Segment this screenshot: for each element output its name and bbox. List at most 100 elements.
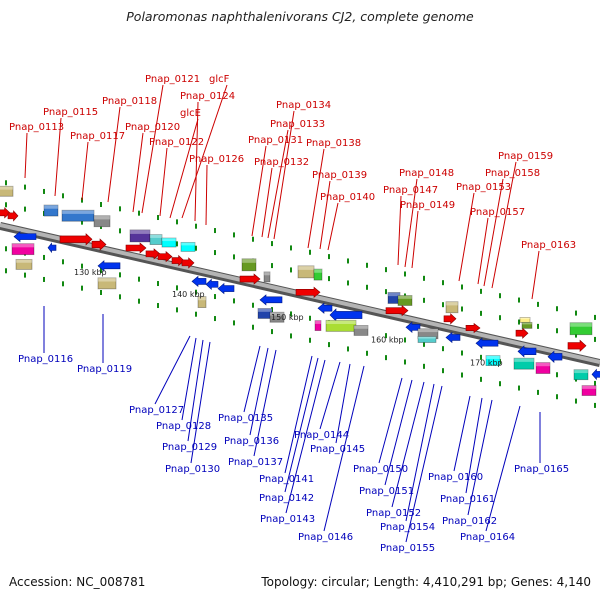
gene-shine: [570, 322, 592, 327]
gene-shine: [514, 358, 534, 362]
gene-label-pnap-0135: Pnap_0135: [218, 413, 273, 424]
top-label-leader: [477, 217, 489, 285]
gene-label-pnap-0124: Pnap_0124: [180, 91, 235, 102]
gene-block: [0, 185, 14, 197]
gene-label-pnap-0128: Pnap_0128: [156, 421, 211, 432]
gene-feature: [465, 322, 481, 334]
gene-feature: [443, 313, 457, 325]
gene-block: [263, 271, 271, 283]
gene-label-pnap-0161: Pnap_0161: [440, 494, 495, 505]
gene-feature: [93, 215, 111, 228]
gene-label-pnap-0146: Pnap_0146: [298, 532, 353, 543]
gene-block: [581, 385, 597, 396]
gene-shine: [315, 320, 321, 324]
gene-feature: [149, 234, 163, 245]
gene-feature: [517, 345, 537, 358]
gene-block: [417, 336, 437, 343]
top-label-leader: [404, 178, 418, 268]
forward-gene-arrow: [157, 250, 173, 263]
bottom-label-leader: [405, 383, 435, 522]
reverse-gene-arrow: [517, 345, 537, 358]
gene-feature: [263, 271, 271, 283]
gene-label-pnap-0130: Pnap_0130: [165, 464, 220, 475]
gene-feature: [197, 296, 207, 308]
gene-shine: [520, 317, 530, 320]
gene-feature: [313, 268, 323, 281]
gene-feature: [475, 337, 499, 349]
gene-label-pnap-0133: Pnap_0133: [270, 119, 325, 130]
gene-shine: [181, 242, 195, 246]
gene-label-pnap-0115: Pnap_0115: [43, 107, 98, 118]
gene-label-pnap-0163: Pnap_0163: [521, 240, 576, 251]
gene-label-pnap-0165: Pnap_0165: [514, 464, 569, 475]
gene-feature: [521, 321, 533, 329]
gene-shine: [398, 295, 412, 299]
gene-label-pnap-0147: Pnap_0147: [383, 185, 438, 196]
forward-gene-arrow: [515, 327, 529, 339]
gene-label-pnap-0131: Pnap_0131: [248, 135, 303, 146]
top-label-leader: [205, 164, 208, 226]
gene-label-glcf: glcF: [209, 74, 230, 85]
gene-feature: [47, 242, 57, 254]
gene-shine: [270, 312, 284, 316]
top-label-leader: [251, 145, 267, 237]
gene-shine: [12, 243, 34, 248]
top-label-leader: [169, 118, 199, 219]
gene-block: [269, 311, 285, 323]
gene-feature: [157, 250, 173, 263]
gene-shine: [354, 325, 368, 329]
gene-label-pnap-0121: Pnap_0121: [145, 74, 200, 85]
gene-label-pnap-0142: Pnap_0142: [259, 493, 314, 504]
gene-label-pnap-0137: Pnap_0137: [228, 457, 283, 468]
reverse-gene-arrow: [475, 337, 499, 349]
gene-block: [521, 321, 533, 329]
gene-feature: [329, 308, 363, 322]
gene-shine: [258, 308, 272, 312]
top-label-leader: [319, 180, 331, 250]
gene-label-pnap-0157: Pnap_0157: [470, 207, 525, 218]
gene-feature: [567, 339, 587, 352]
bottom-label-leader: [190, 341, 211, 464]
gene-label-pnap-0153: Pnap_0153: [456, 182, 511, 193]
gene-feature: [485, 355, 501, 366]
gene-block: [397, 295, 413, 306]
gene-label-pnap-0118: Pnap_0118: [102, 96, 157, 107]
forward-gene-arrow: [385, 305, 409, 317]
reverse-gene-arrow: [205, 278, 219, 291]
bottom-label-leader: [284, 357, 319, 493]
reverse-gene-arrow: [317, 302, 333, 314]
gene-shine: [486, 355, 500, 359]
gene-shine: [98, 277, 116, 282]
top-label-leader: [273, 110, 295, 240]
gene-feature: [573, 369, 589, 381]
gene-feature: [97, 277, 117, 290]
gene-shine: [536, 362, 550, 367]
forward-gene-arrow: [7, 210, 19, 222]
gene-feature: [180, 241, 196, 252]
gene-block: [161, 237, 177, 248]
bottom-label-leader: [243, 345, 261, 413]
gene-block: [11, 243, 35, 256]
gene-feature: [519, 317, 531, 323]
reverse-gene-arrow: [191, 275, 207, 288]
gene-feature: [15, 258, 33, 270]
gene-feature: [171, 254, 185, 267]
reverse-gene-arrow: [47, 242, 57, 254]
gene-feature: [61, 209, 95, 222]
forward-gene-arrow: [171, 254, 185, 267]
bottom-label-leader: [187, 339, 204, 442]
bottom-label-leader: [467, 399, 493, 516]
gene-label-pnap-0160: Pnap_0160: [428, 472, 483, 483]
bottom-label-leader: [181, 337, 197, 421]
gene-feature: [417, 336, 437, 343]
forward-gene-arrow: [295, 286, 321, 298]
gene-label-pnap-0145: Pnap_0145: [310, 444, 365, 455]
gene-shine: [150, 234, 162, 238]
gene-label-pnap-0116: Pnap_0116: [18, 354, 73, 365]
gene-block: [43, 204, 59, 217]
scale-label: 140 kbp: [172, 290, 205, 299]
gene-feature: [269, 311, 285, 323]
gene-block: [313, 268, 323, 281]
gene-feature: [591, 368, 600, 381]
gene-label-pnap-0162: Pnap_0162: [442, 516, 497, 527]
